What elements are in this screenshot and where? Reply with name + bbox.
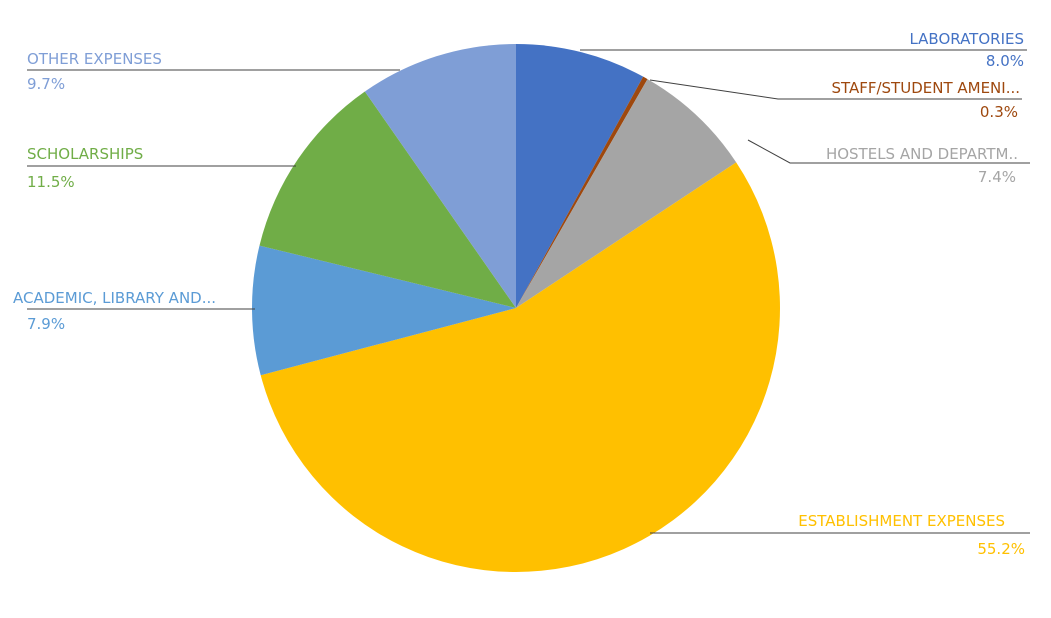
pie-slice-laboratories: [516, 44, 644, 308]
leader-line-hostels-and-departm: [747, 139, 1030, 164]
slice-label-staff-student-ameni: STAFF/STUDENT AMENI...: [831, 79, 1020, 97]
pie-slice-hostels-and-departm: [516, 79, 737, 308]
slice-label-laboratories: LABORATORIES: [909, 30, 1024, 48]
slice-value-laboratories: 8.0%: [986, 52, 1024, 70]
slice-value-scholarships: 11.5%: [27, 173, 75, 191]
slice-value-hostels-and-departm: 7.4%: [978, 168, 1016, 186]
slice-label-other-expenses: OTHER EXPENSES: [27, 50, 162, 68]
slice-label-hostels-and-departm: HOSTELS AND DEPARTM..: [826, 145, 1018, 163]
slice-labels: LABORATORIES 8.0% STAFF/STUDENT AMENI... 0.…: [13, 30, 1025, 558]
slice-value-establishment-expenses: 55.2%: [977, 540, 1025, 558]
slice-value-staff-student-ameni: 0.3%: [980, 103, 1018, 121]
pie-slice-staff-student-ameni: [516, 76, 648, 309]
slice-label-academic-library-and: ACADEMIC, LIBRARY AND...: [13, 289, 216, 307]
pie-slice-establishment-expenses: [260, 162, 780, 572]
slice-value-academic-library-and: 7.9%: [27, 315, 65, 333]
pie-slice-scholarships: [259, 91, 516, 308]
pie-slices: [252, 44, 780, 572]
slice-label-establishment-expenses: ESTABLISHMENT EXPENSES: [798, 512, 1005, 530]
leader-lines: [27, 49, 1030, 534]
pie-slice-academic-library-and: [252, 245, 517, 376]
slice-value-other-expenses: 9.7%: [27, 75, 65, 93]
leader-line-staff-student-ameni: [649, 79, 1022, 100]
pie-slice-other-expenses: [364, 44, 516, 308]
slice-label-scholarships: SCHOLARSHIPS: [27, 145, 143, 163]
